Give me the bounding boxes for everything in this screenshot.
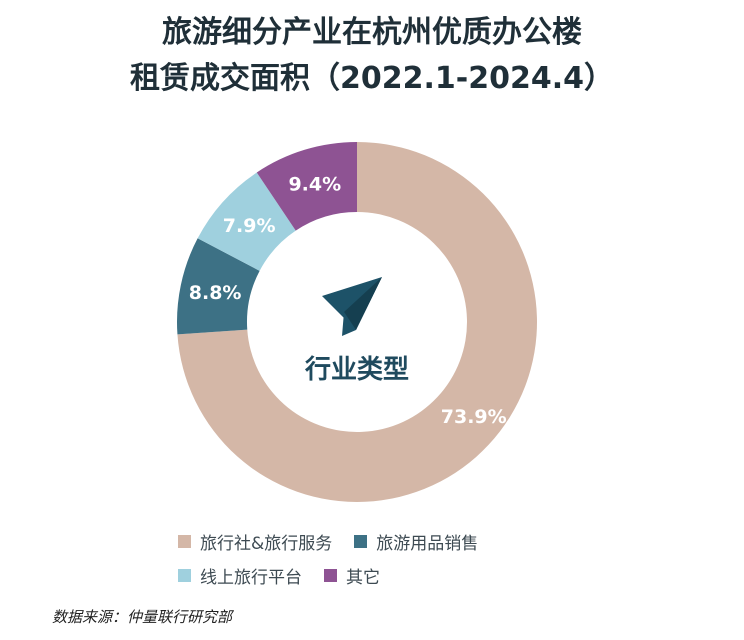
legend-label: 旅行社&旅行服务 [200,533,333,554]
chart-title: 旅游细分产业在杭州优质办公楼 租赁成交面积（2022.1-2024.4） [0,10,744,102]
data-label-other: 9.4% [288,173,341,195]
legend-row-2: 线上旅行平台 其它 [178,558,500,592]
donut-slice-travel-agency [177,142,537,502]
data-label-online-platform: 7.9% [223,215,276,237]
legend-item-travel-agency: 旅行社&旅行服务 [178,529,332,554]
legend-swatch [324,568,337,582]
legend: 旅行社&旅行服务 旅游用品销售 线上旅行平台 其它 [178,524,500,592]
data-label-travel-agency: 73.9% [441,406,507,428]
legend-swatch [178,534,191,548]
legend-swatch [178,568,191,582]
legend-item-travel-goods: 旅游用品销售 [354,529,478,554]
donut-slice-travel-goods [177,238,260,335]
center-label: 行业类型 [304,354,409,385]
paper-plane-icon [322,277,382,336]
chart-title-line1: 旅游细分产业在杭州优质办公楼 [162,15,582,50]
legend-label: 旅游用品销售 [376,533,479,554]
legend-swatch [354,534,368,548]
legend-item-online-platform: 线上旅行平台 [178,563,302,588]
data-label-travel-goods: 8.8% [189,282,242,304]
legend-label: 其它 [346,567,380,588]
legend-item-other: 其它 [324,563,380,588]
legend-label: 线上旅行平台 [200,567,302,588]
legend-row-1: 旅行社&旅行服务 旅游用品销售 [178,524,500,558]
source-note: 数据来源：仲量联行研究部 [52,608,233,626]
donut-slice-other [256,142,357,231]
donut-slice-online-platform [197,172,296,271]
chart-title-line2: 租赁成交面积（2022.1-2024.4） [130,61,614,96]
